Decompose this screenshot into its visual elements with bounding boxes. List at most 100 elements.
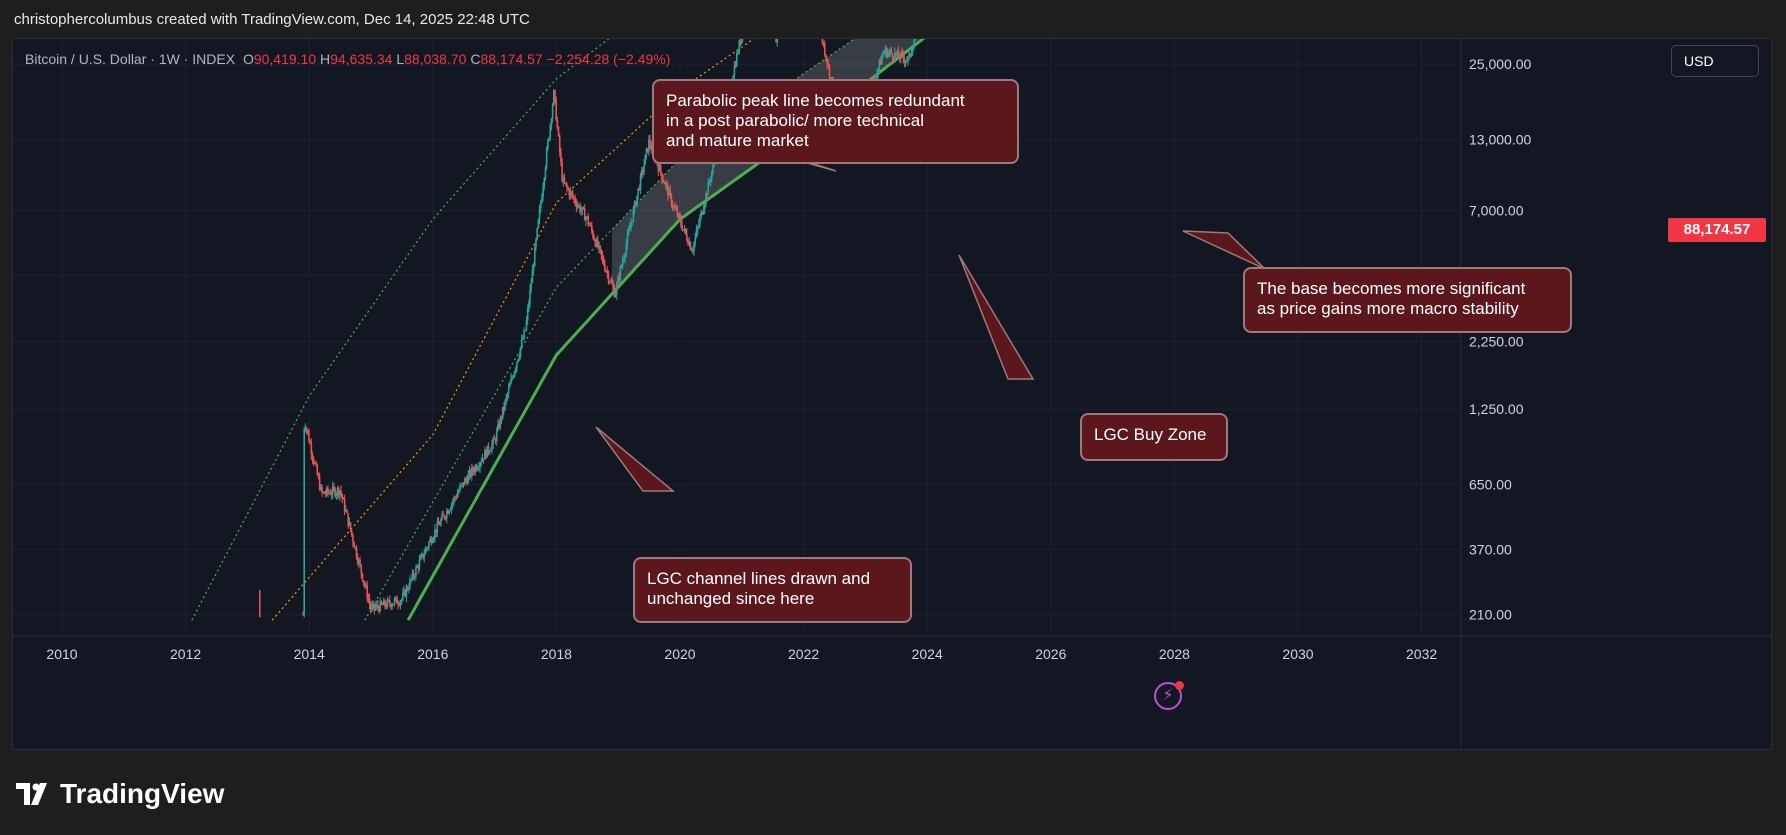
candle-body — [468, 470, 471, 475]
candle-body — [542, 186, 544, 198]
open-label: O — [242, 51, 254, 67]
candle-body — [444, 517, 447, 519]
candle-body — [343, 498, 346, 511]
candle-body — [466, 479, 468, 484]
callout-buy-zone[interactable]: LGC Buy Zone — [1080, 413, 1228, 461]
candle-body — [693, 242, 695, 251]
candle-body — [532, 266, 535, 270]
candle-body — [371, 605, 373, 610]
tradingview-logo[interactable]: TradingView — [16, 774, 224, 814]
tv-logo-text: TradingView — [60, 778, 225, 809]
candle-body — [456, 493, 459, 498]
candle-body — [345, 510, 347, 512]
candle-body — [416, 566, 418, 568]
y-tick-label: 370.00 — [1469, 541, 1512, 557]
candle-body — [631, 221, 634, 223]
candle-body — [428, 541, 430, 548]
callout-base-significance[interactable]: The base becomes more significant as pri… — [1243, 267, 1572, 333]
candle-body — [913, 41, 915, 50]
candle-body — [350, 530, 353, 536]
candle-body — [629, 227, 631, 230]
candle-body — [634, 201, 637, 206]
candle-body — [453, 497, 455, 502]
candle-body — [587, 216, 590, 225]
candle-body — [554, 90, 556, 99]
candle-body — [484, 450, 486, 460]
chart-panel[interactable]: 2010 2012 2014 2016 2018 2020 2022 2024 2026 2028… — [12, 38, 1772, 750]
candle-body — [501, 407, 504, 419]
candle-body — [407, 588, 410, 590]
candle-body — [336, 488, 339, 494]
candle-body — [776, 39, 779, 43]
candle-body — [674, 206, 676, 209]
candle-body — [607, 272, 610, 282]
callout-parabolic-peak[interactable]: Parabolic peak line becomes redundant in… — [652, 79, 1019, 164]
candle-body — [877, 68, 880, 74]
candle-body — [678, 214, 681, 219]
candle-body — [564, 182, 567, 184]
candle-body — [645, 148, 648, 155]
candle-body — [455, 497, 458, 499]
close-value: 88,174.57 — [480, 51, 543, 67]
candle-body — [598, 245, 600, 248]
callout-lgc-channel[interactable]: LGC channel lines drawn and unchanged si… — [633, 557, 912, 623]
candle-body — [461, 482, 464, 485]
candle-body — [479, 463, 481, 468]
currency-button[interactable]: USD — [1671, 45, 1759, 77]
candle-body — [430, 538, 433, 544]
tv-logo-icon — [16, 783, 47, 805]
candle-body — [734, 65, 737, 67]
candle-body — [640, 170, 643, 175]
candle-body — [384, 600, 386, 606]
candle-body — [331, 486, 334, 495]
candle-body — [513, 371, 516, 377]
candle-body — [385, 605, 388, 608]
candle-body — [316, 465, 319, 475]
candle-body — [409, 579, 411, 589]
candle-body — [355, 547, 358, 558]
x-tick-label: 2020 — [664, 646, 695, 662]
candle-body — [670, 194, 673, 205]
candle-body — [366, 585, 368, 599]
lightning-icon[interactable]: ⚡ — [1154, 681, 1184, 710]
candle-body — [537, 219, 540, 229]
candle-body — [642, 170, 644, 172]
candle-body — [878, 60, 881, 69]
candle-body — [413, 576, 416, 578]
candle-body — [352, 535, 354, 543]
candle-body — [827, 64, 830, 66]
candle-body — [692, 250, 694, 252]
candle-body — [682, 229, 685, 231]
candle-body — [669, 189, 672, 195]
candle-body — [694, 237, 697, 243]
candle-body — [394, 597, 397, 600]
candle-body — [892, 58, 895, 60]
candle-body — [524, 330, 527, 332]
candle-body — [569, 191, 572, 196]
low-label: L — [396, 51, 405, 67]
candle-body — [556, 120, 559, 128]
candle-body — [393, 599, 396, 604]
chart-canvas[interactable]: 2010 2012 2014 2016 2018 2020 2022 2024 2026 2028… — [13, 39, 1771, 749]
candle-body — [601, 255, 604, 259]
candle-body — [317, 474, 320, 478]
x-tick-label: 2030 — [1282, 646, 1313, 662]
candle-body — [620, 265, 623, 268]
candle-body — [535, 239, 537, 248]
candle-body — [551, 105, 554, 119]
candle-body — [904, 60, 907, 63]
candle-body — [504, 400, 506, 410]
candle-body — [593, 237, 595, 241]
candle-body — [646, 148, 649, 152]
candle-body — [304, 428, 307, 430]
candle-body — [702, 209, 705, 215]
candle-body — [507, 387, 510, 394]
candle-body — [516, 361, 518, 368]
candle-body — [886, 52, 889, 57]
candle-body — [688, 242, 691, 245]
candle-body — [591, 225, 593, 231]
candle-body — [320, 486, 322, 490]
candle-body — [557, 127, 560, 136]
candle-body — [346, 510, 348, 514]
candle-body — [575, 203, 578, 207]
